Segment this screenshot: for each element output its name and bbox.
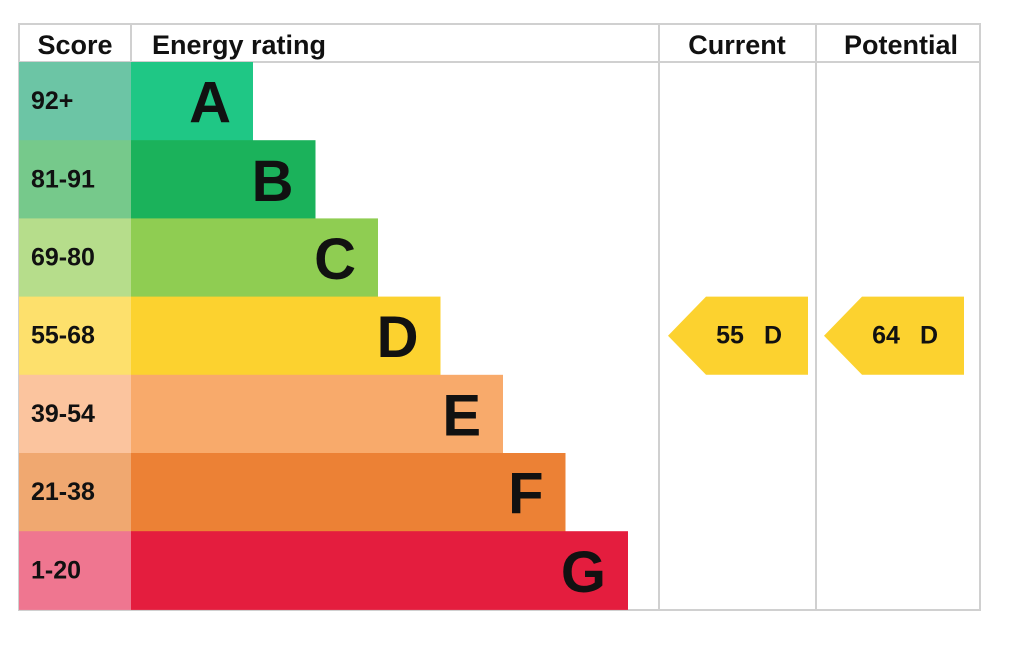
- potential-band: D: [920, 322, 938, 350]
- rating-bar: [131, 453, 566, 532]
- rating-bar: [131, 374, 503, 454]
- band-letter: G: [561, 540, 606, 605]
- score-cell: [19, 453, 131, 532]
- band-letter: D: [377, 305, 419, 370]
- band-letter: F: [508, 462, 543, 527]
- rating-bar: [131, 140, 316, 219]
- score-cell: [19, 62, 131, 141]
- score-cell: [19, 218, 131, 298]
- potential-arrow: [824, 296, 964, 375]
- score-cell: [19, 374, 131, 454]
- header-rating: Energy rating: [152, 30, 326, 60]
- band-letter: B: [252, 149, 294, 214]
- current-value: 55: [716, 322, 744, 350]
- header-potential: Potential: [844, 30, 958, 60]
- score-cell: [19, 531, 131, 610]
- score-range: 69-80: [31, 244, 95, 272]
- rating-bar: [131, 218, 378, 298]
- score-range: 81-91: [31, 165, 95, 193]
- potential-value: 64: [872, 322, 900, 350]
- band-letter: C: [314, 227, 356, 292]
- header-score: Score: [37, 30, 112, 60]
- score-range: 1-20: [31, 556, 81, 584]
- score-cell: [19, 140, 131, 219]
- band-letter: E: [442, 383, 481, 448]
- score-range: 21-38: [31, 478, 95, 506]
- score-range: 92+: [31, 87, 73, 115]
- current-band: D: [764, 322, 782, 350]
- rating-bar: [131, 531, 628, 610]
- score-range: 55-68: [31, 322, 95, 350]
- rating-bar: [131, 62, 253, 141]
- score-range: 39-54: [31, 400, 95, 428]
- header-current: Current: [688, 30, 786, 60]
- rating-bar: [131, 296, 441, 376]
- score-cell: [19, 296, 131, 376]
- band-letter: A: [189, 71, 231, 136]
- current-arrow: [668, 296, 808, 375]
